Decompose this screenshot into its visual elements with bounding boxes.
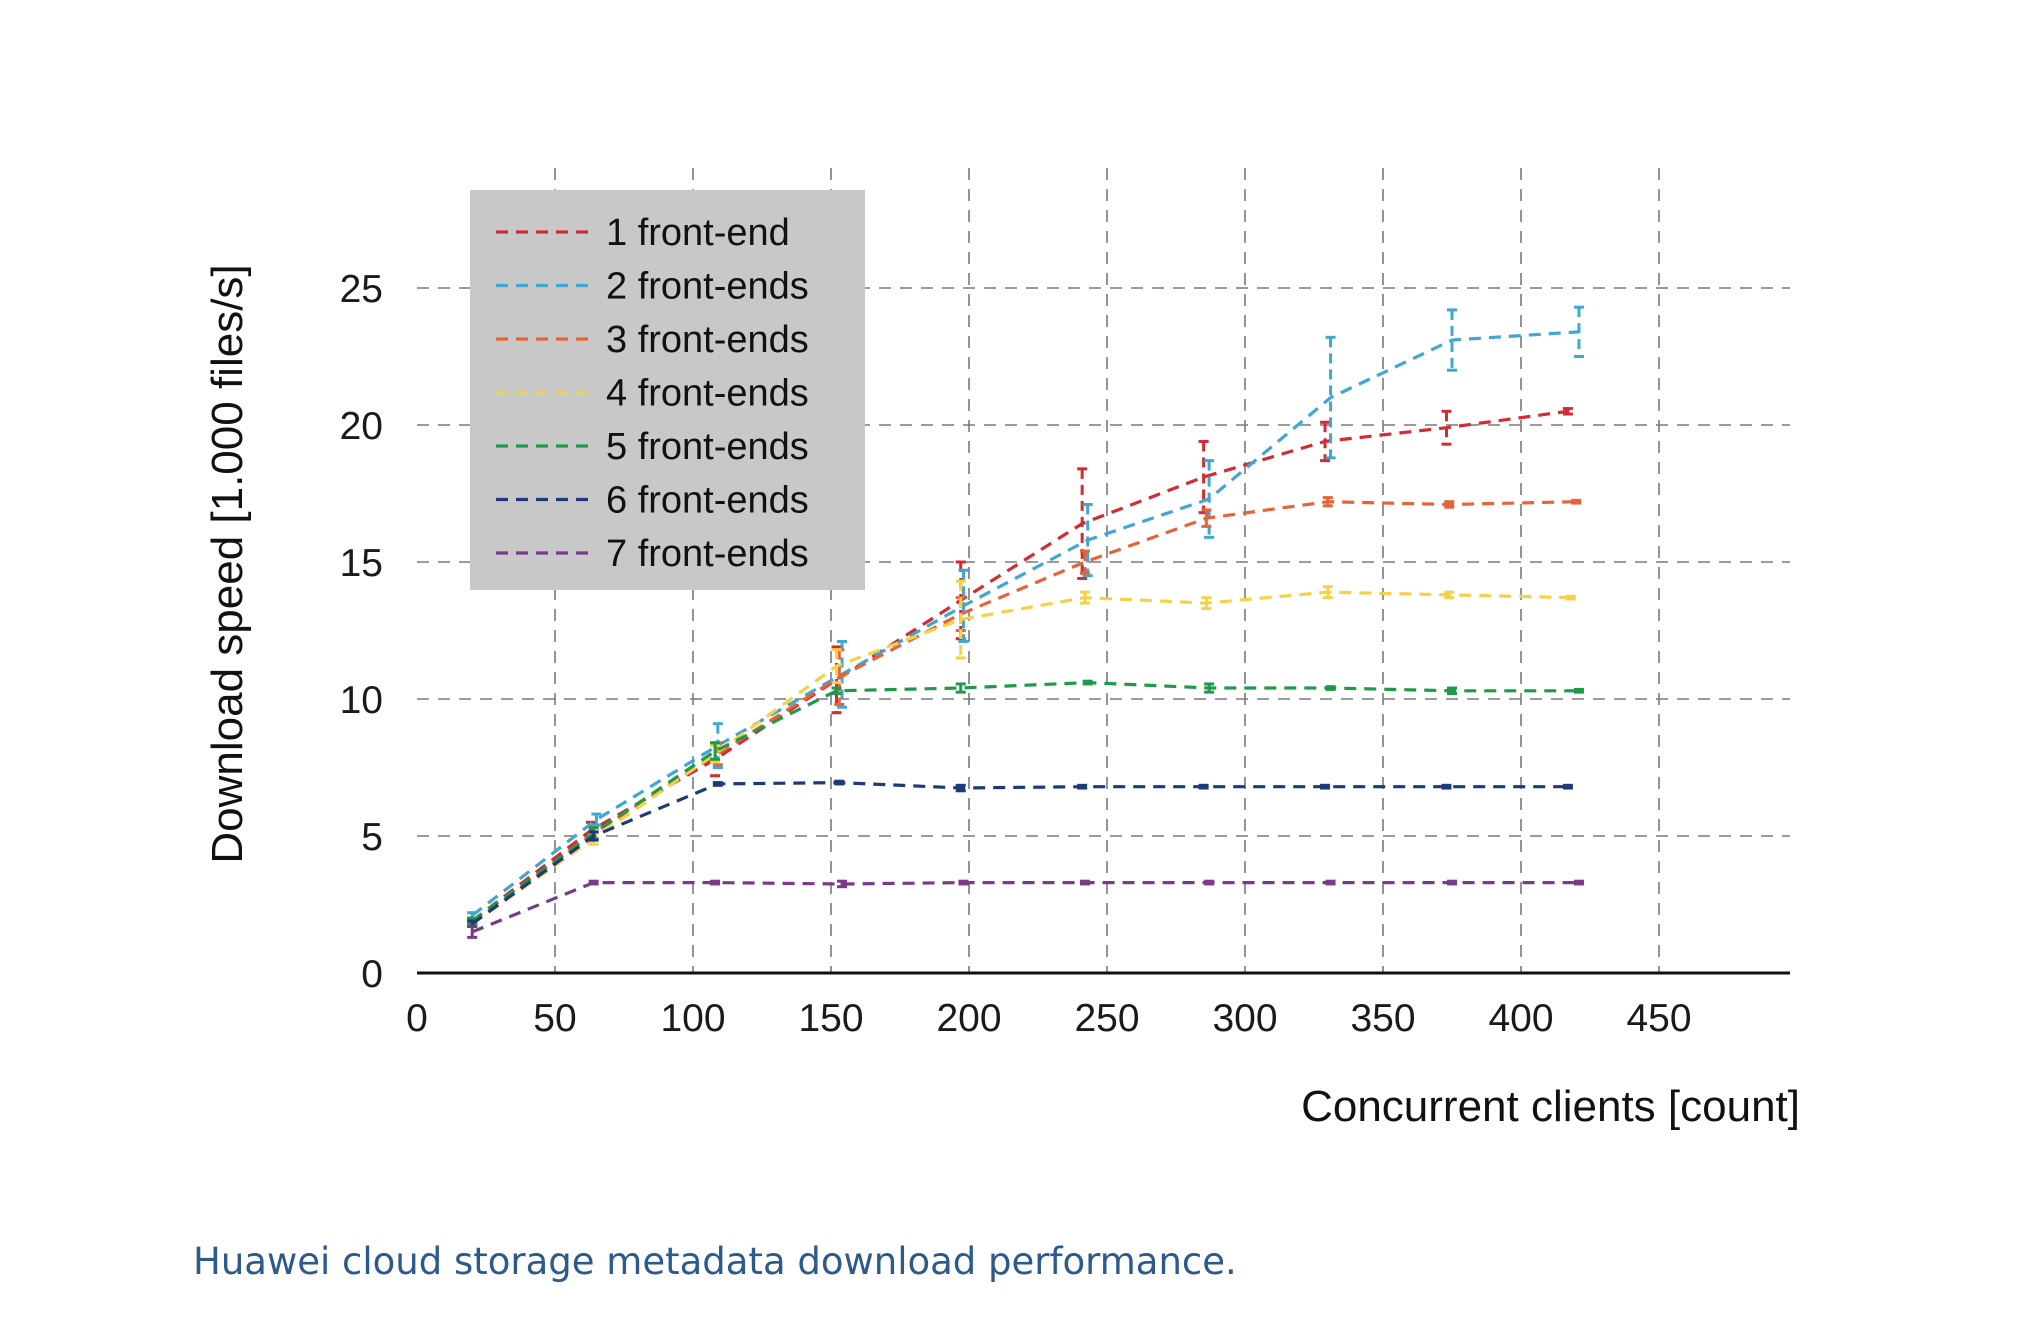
data-point: [955, 682, 966, 694]
y-tick-label: 15: [340, 542, 383, 585]
data-point: [1320, 783, 1331, 790]
data-point: [955, 579, 966, 660]
data-point: [1447, 308, 1457, 372]
x-axis-title: Concurrent clients [count]: [1301, 1082, 1800, 1131]
legend-label: 1 front-end: [606, 212, 790, 254]
x-tick-label: 150: [798, 997, 863, 1040]
series-group: [467, 679, 1584, 926]
data-point: [1573, 687, 1584, 694]
plot-area: [467, 305, 1584, 939]
legend-item: 6 front-ends: [496, 480, 809, 522]
data-point: [958, 568, 969, 643]
data-point: [712, 781, 723, 787]
data-point: [1571, 498, 1582, 505]
legend: 1 front-end 2 front-ends 3 front-ends 4 fro…: [470, 190, 865, 590]
x-tick-label: 50: [533, 997, 576, 1040]
y-axis-title: Download speed [1.000 files/s]: [203, 264, 252, 863]
legend-label: 4 front-ends: [606, 373, 809, 415]
legend-label: 5 front-ends: [606, 426, 809, 468]
x-tick-label: 350: [1350, 997, 1415, 1040]
legend-item: 4 front-ends: [496, 373, 809, 415]
legend-item: 3 front-ends: [496, 319, 809, 361]
legend-item: 5 front-ends: [496, 426, 809, 468]
legend-box: [470, 190, 865, 590]
x-tick-label: 450: [1626, 997, 1691, 1040]
data-point: [1441, 409, 1452, 446]
x-tick-label: 100: [660, 997, 725, 1040]
data-point: [831, 648, 842, 685]
data-point: [588, 879, 599, 886]
data-point: [1447, 879, 1457, 886]
axes: 0 50 100 150 200 250 300 350 400 450 0 5 10 15 20 25: [340, 268, 1790, 1040]
data-point: [467, 924, 478, 939]
data-point: [1201, 596, 1212, 611]
data-point: [1082, 502, 1093, 578]
data-point: [710, 879, 721, 886]
data-point: [1082, 679, 1093, 686]
series-group: [467, 879, 1584, 939]
data-point: [1322, 585, 1333, 600]
data-point: [1444, 500, 1455, 509]
legend-item: 2 front-ends: [496, 266, 809, 308]
y-tick-label: 0: [361, 953, 383, 996]
y-tick-label: 20: [340, 405, 383, 448]
legend-item: 7 front-ends: [496, 533, 809, 575]
data-point: [955, 783, 966, 793]
data-point: [1198, 783, 1209, 790]
data-point: [1441, 783, 1452, 790]
data-point: [1444, 590, 1455, 600]
data-point: [1562, 783, 1573, 790]
data-point: [1201, 508, 1212, 528]
data-point: [1447, 686, 1457, 696]
legend-item: 1 front-end: [496, 212, 790, 254]
data-point: [1079, 549, 1090, 575]
data-point: [1079, 879, 1090, 886]
data-point: [831, 686, 842, 696]
data-point: [837, 879, 848, 889]
data-point: [1325, 685, 1336, 691]
data-point: [1204, 459, 1215, 539]
data-point: [1325, 879, 1336, 886]
legend-label: 2 front-ends: [606, 266, 809, 308]
x-tick-label: 0: [406, 997, 428, 1040]
y-tick-label: 10: [340, 679, 383, 722]
series-group: [467, 779, 1573, 928]
legend-label: 7 front-ends: [606, 533, 809, 575]
data-point: [1573, 879, 1584, 886]
x-tick-label: 400: [1488, 997, 1553, 1040]
y-tick-label: 25: [340, 268, 383, 311]
figure-caption: Huawei cloud storage metadata download p…: [193, 1240, 1237, 1283]
data-point: [1322, 496, 1333, 508]
data-point: [1204, 682, 1215, 694]
data-point: [1565, 594, 1576, 601]
data-point: [1079, 590, 1090, 605]
data-point: [1204, 879, 1215, 886]
legend-label: 6 front-ends: [606, 480, 809, 522]
x-tick-label: 300: [1212, 997, 1277, 1040]
series-line: [471, 780, 1568, 925]
data-point: [1573, 305, 1584, 358]
data-point: [834, 779, 845, 786]
y-tick-label: 5: [361, 816, 383, 859]
data-point: [591, 812, 602, 827]
data-point: [588, 830, 599, 842]
series-line: [471, 881, 1579, 934]
data-point: [1320, 420, 1331, 463]
series-line: [471, 330, 1580, 917]
data-point: [831, 645, 842, 715]
data-point: [1077, 467, 1088, 580]
data-point: [710, 741, 721, 761]
series-line: [471, 680, 1579, 923]
data-point: [958, 879, 969, 886]
data-point: [1325, 335, 1336, 460]
series-line: [471, 590, 1571, 926]
x-tick-label: 250: [1074, 997, 1139, 1040]
x-tick-label: 200: [936, 997, 1001, 1040]
series-group: [467, 579, 1576, 928]
data-point: [1562, 407, 1573, 416]
data-point: [1077, 783, 1088, 790]
legend-label: 3 front-ends: [606, 319, 809, 361]
